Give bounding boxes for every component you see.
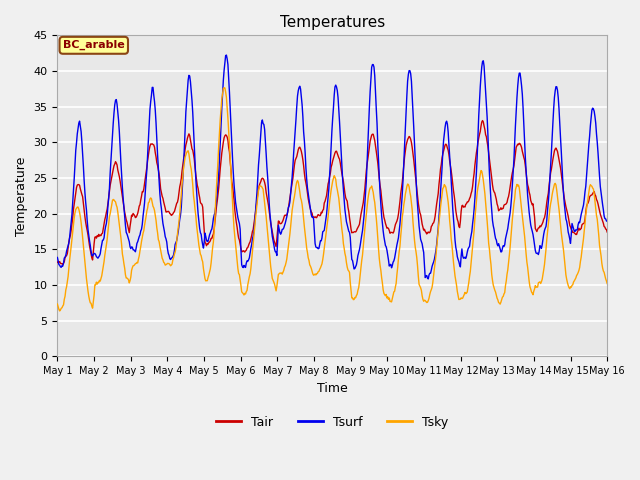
X-axis label: Time: Time [317,382,348,395]
Tair [416,210,424,216]
Tsky [177,201,184,207]
Legend: Tair, Tsurf, Tsky: Tair, Tsurf, Tsky [211,411,454,434]
Line: Tair: Tair [58,120,607,264]
Tsurf [54,254,61,260]
Text: BC_arable: BC_arable [63,40,125,50]
Tair [400,163,408,169]
Tsky [417,285,424,290]
Tsurf [223,52,230,58]
Tair [54,260,61,265]
Tsurf [400,160,408,166]
Tsky [64,274,72,279]
Tsurf [205,235,212,241]
Tair [479,118,486,123]
Tair [205,239,213,245]
Tair [604,229,611,235]
Tsky [604,281,611,287]
Tsky [401,197,408,203]
Tsurf [416,230,424,236]
Tsurf [176,216,184,222]
Tsurf [604,218,611,224]
Tsurf [63,245,71,251]
Tair [64,245,72,251]
Tsky [56,308,63,314]
Line: Tsky: Tsky [58,88,607,311]
Tair [121,209,129,215]
Tsky [54,301,61,307]
Tsurf [424,276,432,282]
Line: Tsurf: Tsurf [58,55,607,279]
Y-axis label: Temperature: Temperature [15,156,28,236]
Tair [59,262,67,267]
Tair [177,180,184,186]
Title: Temperatures: Temperatures [280,15,385,30]
Tsky [220,85,228,91]
Tsky [205,269,213,275]
Tsky [121,265,129,271]
Tsurf [120,204,128,210]
